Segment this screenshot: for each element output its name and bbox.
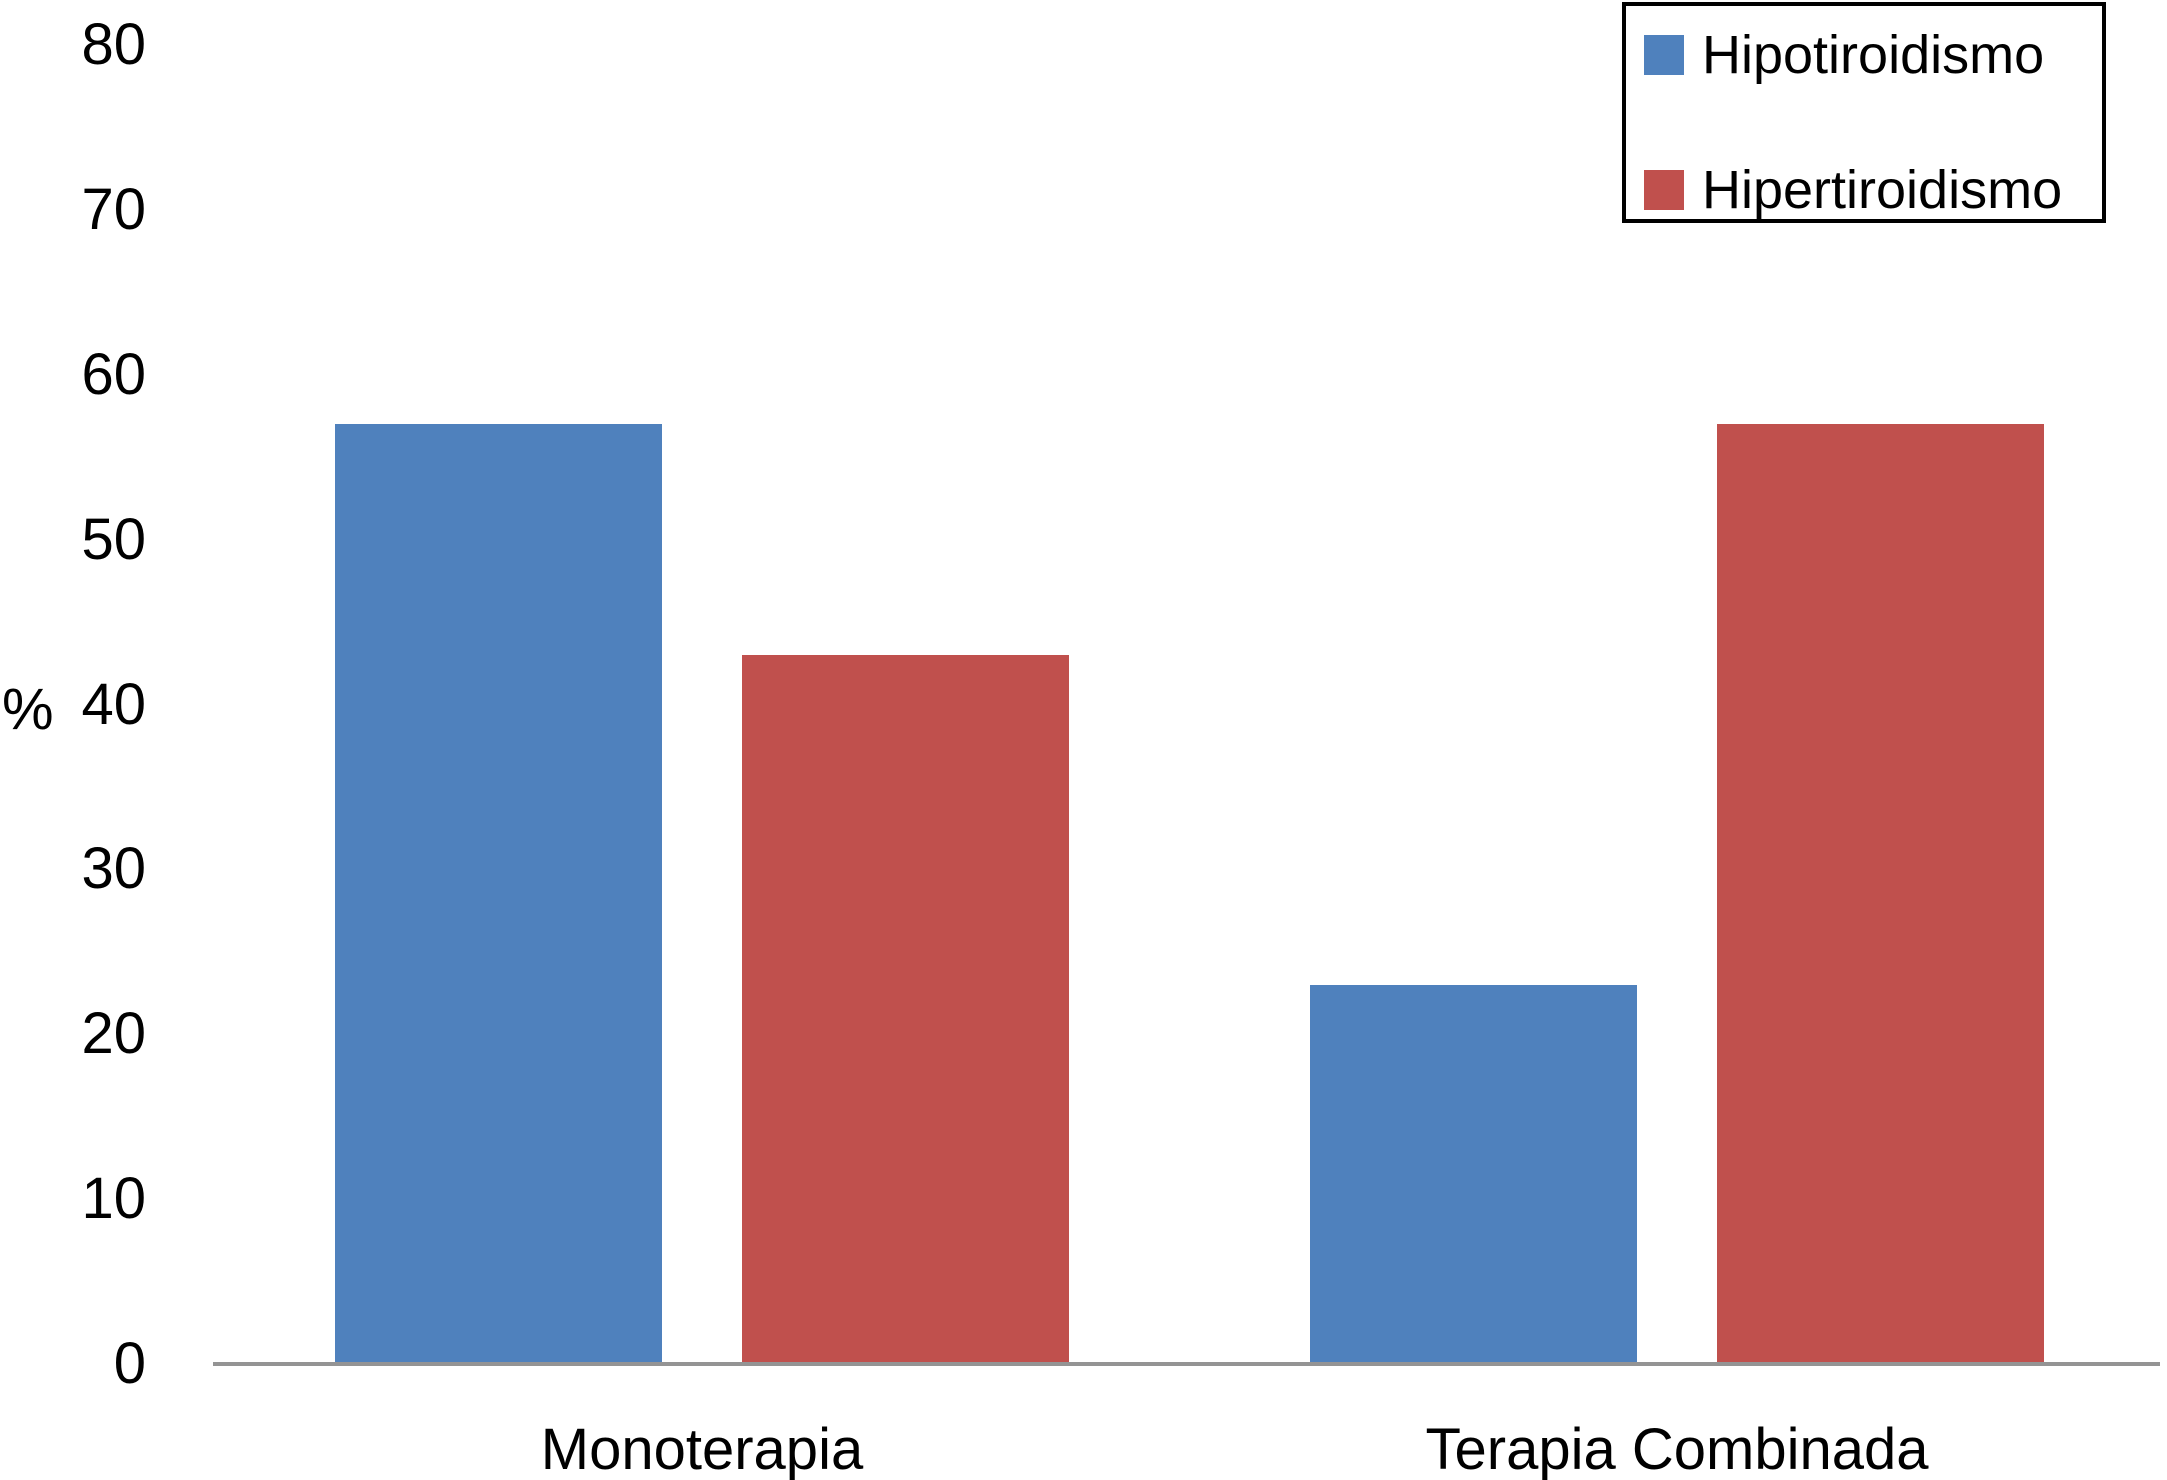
- y-tick-label-20: 20: [81, 1001, 146, 1067]
- y-tick-label-10: 10: [81, 1166, 146, 1232]
- legend-item-hipertiroidismo: Hipertiroidismo: [1644, 163, 2062, 217]
- x-category-label-monoterapia: Monoterapia: [540, 1417, 864, 1480]
- legend-label-hipotiroidismo: Hipotiroidismo: [1702, 25, 2045, 85]
- bar-hipotiroidismo-monoterapia: [335, 424, 662, 1364]
- y-tick-label-60: 60: [81, 341, 146, 407]
- y-tick-label-0: 0: [113, 1331, 146, 1396]
- bar-hipotiroidismo-terapia-combinada: [1310, 984, 1637, 1364]
- bar-hipertiroidismo-monoterapia: [742, 655, 1069, 1364]
- legend: Hipotiroidismo Hipertiroidismo: [1622, 2, 2106, 223]
- x-category-label-terapia-combinada: Terapia Combinada: [1425, 1417, 1929, 1480]
- y-tick-label-50: 50: [81, 506, 146, 572]
- legend-swatch-hipertiroidismo: [1644, 170, 1684, 210]
- legend-item-hipotiroidismo: Hipotiroidismo: [1644, 28, 2044, 82]
- x-axis-line: [213, 1362, 2160, 1366]
- y-tick-label-70: 70: [81, 176, 146, 242]
- y-tick-label-40: 40: [81, 671, 146, 737]
- y-tick-label-80: 80: [81, 12, 146, 77]
- bar-hipertiroidismo-terapia-combinada: [1717, 424, 2044, 1364]
- y-tick-label-30: 30: [81, 836, 146, 902]
- y-axis-title: %: [2, 677, 54, 742]
- legend-label-hipertiroidismo: Hipertiroidismo: [1702, 160, 2063, 220]
- legend-swatch-hipotiroidismo: [1644, 35, 1684, 75]
